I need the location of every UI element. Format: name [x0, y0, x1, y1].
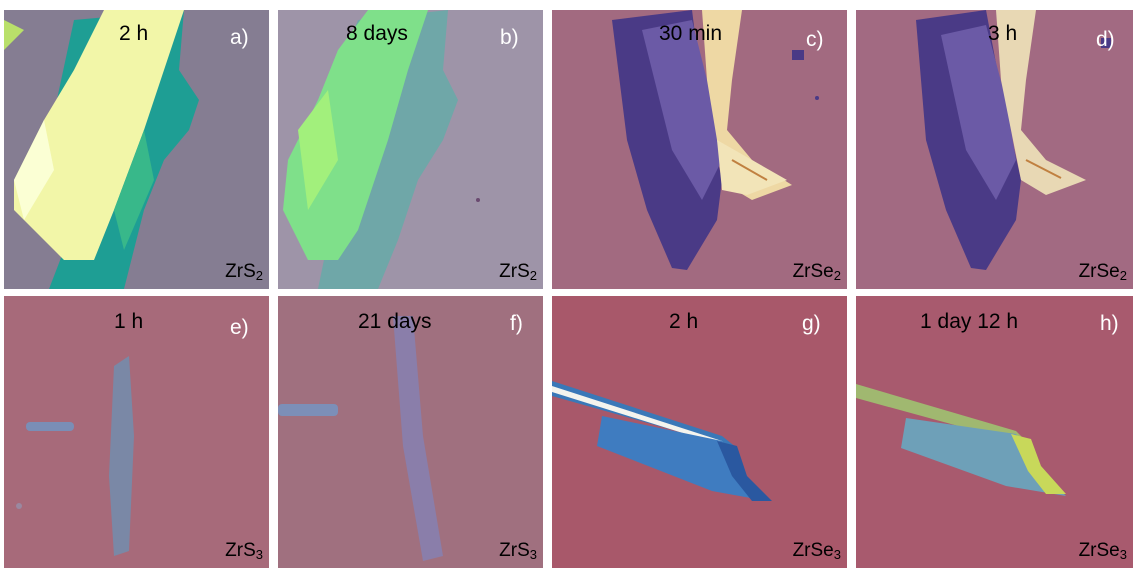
- micrograph-b: [278, 10, 543, 289]
- panel-e: 1 h e) ZrS3: [4, 296, 269, 568]
- panel-h: 1 day 12 h h) ZrSe3: [856, 296, 1133, 568]
- material-label: ZrS3: [499, 540, 537, 562]
- micrograph-f: [278, 296, 543, 568]
- micrograph-e: [4, 296, 269, 568]
- time-label: 30 min: [659, 22, 723, 45]
- time-label: 21 days: [358, 310, 432, 333]
- material-label: ZrSe3: [792, 540, 841, 562]
- material-label: ZrS3: [225, 540, 263, 562]
- panel-letter: e): [230, 316, 249, 339]
- time-label: 1 h: [114, 310, 144, 333]
- micrograph-g: [552, 296, 847, 568]
- panel-f: 21 days f) ZrS3: [278, 296, 543, 568]
- time-label: 1 day 12 h: [920, 310, 1019, 333]
- time-label: 8 days: [346, 22, 408, 45]
- panel-g: 2 h g) ZrSe3: [552, 296, 847, 568]
- time-label: 2 h: [119, 22, 149, 45]
- time-label: 3 h: [988, 22, 1018, 45]
- panel-letter: f): [510, 312, 523, 335]
- material-label: ZrSe2: [1078, 261, 1127, 283]
- panel-letter: b): [500, 26, 519, 49]
- material-label: ZrS2: [499, 261, 537, 283]
- panel-letter: c): [806, 28, 824, 51]
- time-label: 2 h: [669, 310, 699, 333]
- micrograph-d: [856, 10, 1133, 289]
- panel-letter: d): [1096, 28, 1115, 51]
- panel-b: 8 days b) ZrS2: [278, 10, 543, 289]
- panel-c: 30 min c) ZrSe2: [552, 10, 847, 289]
- micrograph-h: [856, 296, 1133, 568]
- panel-letter: g): [802, 312, 821, 335]
- panel-a: 2 h a) ZrS2: [4, 10, 269, 289]
- panel-letter: h): [1100, 312, 1119, 335]
- panel-letter: a): [230, 26, 249, 49]
- panel-d: 3 h d) ZrSe2: [856, 10, 1133, 289]
- material-label: ZrSe2: [792, 261, 841, 283]
- micrograph-c: [552, 10, 847, 289]
- material-label: ZrSe3: [1078, 540, 1127, 562]
- micrograph-a: [4, 10, 269, 289]
- material-label: ZrS2: [225, 261, 263, 283]
